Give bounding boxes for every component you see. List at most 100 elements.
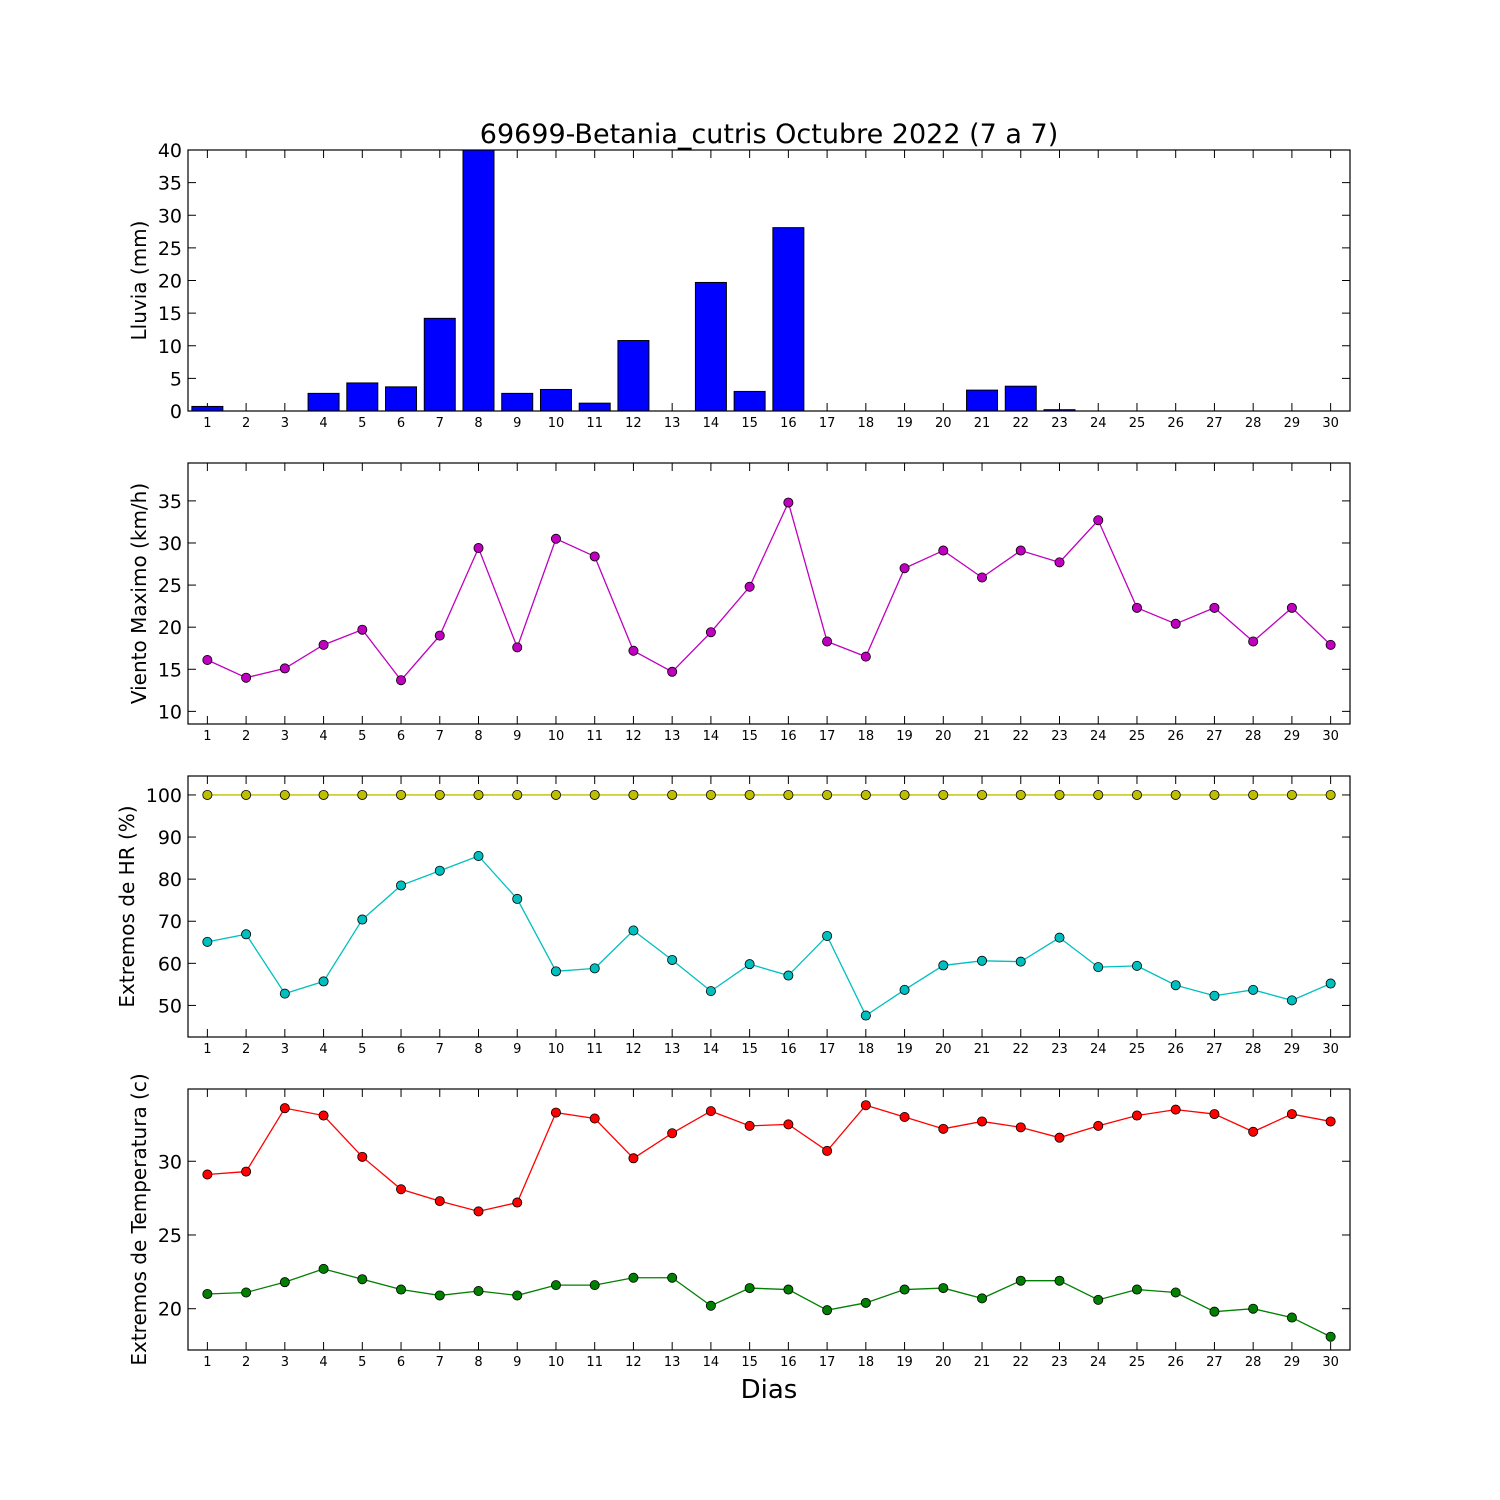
data-point bbox=[899, 789, 910, 800]
data-point bbox=[318, 976, 329, 987]
data-point bbox=[512, 1290, 523, 1301]
x-tick-label: 4 bbox=[319, 416, 327, 431]
data-point bbox=[1093, 1120, 1104, 1131]
data-point bbox=[705, 1106, 716, 1117]
data-point bbox=[550, 1280, 561, 1291]
x-tick-label: 4 bbox=[319, 1355, 327, 1370]
x-tick-label: 15 bbox=[741, 1042, 758, 1057]
x-tick-label: 14 bbox=[703, 729, 720, 744]
y-axis-label: Viento Maximo (km/h) bbox=[127, 483, 151, 704]
data-point bbox=[434, 1290, 445, 1301]
data-point bbox=[1170, 789, 1181, 800]
data-point bbox=[1054, 789, 1065, 800]
data-point bbox=[1325, 978, 1336, 989]
x-tick-label: 28 bbox=[1245, 729, 1262, 744]
x-tick-label: 24 bbox=[1090, 729, 1107, 744]
data-point bbox=[279, 1277, 290, 1288]
x-tick-label: 1 bbox=[203, 1355, 211, 1370]
data-point bbox=[473, 1206, 484, 1217]
rain-bar bbox=[578, 402, 611, 412]
y-tick-label: 5 bbox=[170, 368, 182, 390]
rain-bar bbox=[772, 227, 805, 412]
data-point bbox=[628, 645, 639, 656]
y-tick-label: 30 bbox=[158, 1151, 182, 1173]
x-tick-label: 12 bbox=[625, 1355, 642, 1370]
x-tick-label: 7 bbox=[436, 1042, 444, 1057]
y-tick-label: 70 bbox=[158, 911, 182, 933]
x-tick-label: 5 bbox=[358, 416, 366, 431]
x-tick-label: 11 bbox=[586, 1042, 603, 1057]
x-tick-label: 15 bbox=[741, 1355, 758, 1370]
x-tick-label: 29 bbox=[1284, 1355, 1301, 1370]
data-point bbox=[744, 1283, 755, 1294]
data-point bbox=[667, 789, 678, 800]
x-tick-label: 18 bbox=[858, 729, 875, 744]
y-tick-label: 40 bbox=[158, 140, 182, 162]
series-line bbox=[207, 1104, 1331, 1213]
x-tick-label: 18 bbox=[858, 1042, 875, 1057]
y-tick-label: 90 bbox=[158, 827, 182, 849]
rain-bar bbox=[191, 405, 224, 412]
x-tick-label: 3 bbox=[281, 1042, 289, 1057]
data-point bbox=[1325, 789, 1336, 800]
data-point bbox=[357, 1151, 368, 1162]
x-tick-label: 7 bbox=[436, 416, 444, 431]
data-point bbox=[899, 563, 910, 574]
data-point bbox=[1015, 545, 1026, 556]
x-tick-label: 17 bbox=[819, 729, 836, 744]
y-tick-label: 30 bbox=[158, 205, 182, 227]
data-point bbox=[589, 963, 600, 974]
x-tick-label: 27 bbox=[1206, 1042, 1223, 1057]
x-tick-label: 14 bbox=[703, 416, 720, 431]
rain-bar bbox=[346, 382, 379, 412]
data-point bbox=[1286, 1109, 1297, 1120]
x-tick-label: 23 bbox=[1051, 729, 1068, 744]
x-tick-label: 1 bbox=[203, 416, 211, 431]
data-point bbox=[1325, 1116, 1336, 1127]
x-tick-label: 21 bbox=[974, 729, 991, 744]
data-point bbox=[705, 789, 716, 800]
series-line bbox=[207, 855, 1331, 1017]
x-tick-label: 6 bbox=[397, 1355, 405, 1370]
data-point bbox=[434, 789, 445, 800]
data-point bbox=[1209, 1306, 1220, 1317]
data-point bbox=[744, 581, 755, 592]
rain-bar bbox=[307, 392, 340, 412]
x-tick-label: 24 bbox=[1090, 1355, 1107, 1370]
x-tick-label: 27 bbox=[1206, 1355, 1223, 1370]
data-point bbox=[318, 1110, 329, 1121]
data-point bbox=[1248, 789, 1259, 800]
x-tick-label: 20 bbox=[935, 729, 952, 744]
x-tick-label: 26 bbox=[1167, 416, 1184, 431]
data-point bbox=[783, 970, 794, 981]
data-point bbox=[550, 1107, 561, 1118]
x-tick-label: 21 bbox=[974, 1355, 991, 1370]
x-tick-label: 11 bbox=[586, 729, 603, 744]
data-point bbox=[202, 1288, 213, 1299]
data-point bbox=[705, 1300, 716, 1311]
x-tick-label: 12 bbox=[625, 416, 642, 431]
x-tick-label: 23 bbox=[1051, 1355, 1068, 1370]
data-point bbox=[357, 914, 368, 925]
x-tick-label: 5 bbox=[358, 729, 366, 744]
y-tick-label: 15 bbox=[158, 303, 182, 325]
data-point bbox=[938, 960, 949, 971]
rain-bar bbox=[501, 392, 534, 412]
data-point bbox=[434, 865, 445, 876]
data-point bbox=[357, 624, 368, 635]
data-point bbox=[667, 954, 678, 965]
data-point bbox=[744, 1120, 755, 1131]
data-point bbox=[1209, 789, 1220, 800]
plot-frame bbox=[187, 462, 1351, 725]
data-point bbox=[1015, 1122, 1026, 1133]
x-tick-label: 25 bbox=[1129, 416, 1146, 431]
data-point bbox=[1209, 990, 1220, 1001]
data-point bbox=[318, 639, 329, 650]
series-line bbox=[207, 1268, 1331, 1338]
data-point bbox=[667, 1272, 678, 1283]
x-tick-label: 27 bbox=[1206, 729, 1223, 744]
